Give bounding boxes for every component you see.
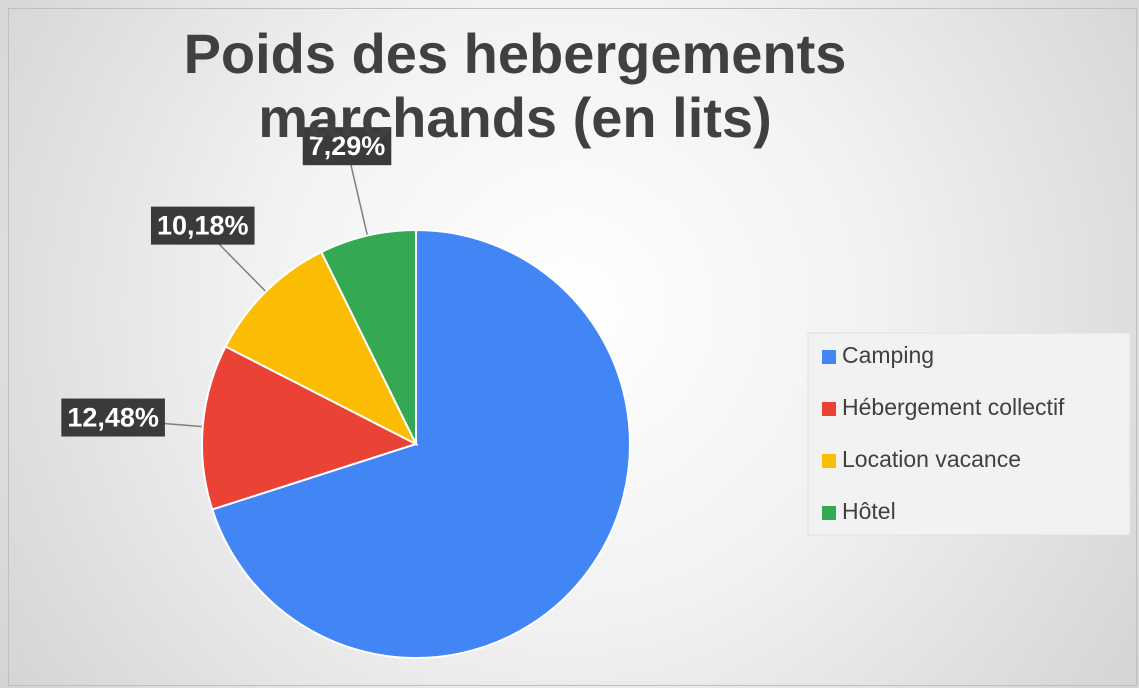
chart-border — [8, 8, 1137, 686]
data-label-box — [302, 127, 392, 166]
legend-box — [807, 332, 1131, 536]
legend-label: Hébergement collectif — [842, 394, 1065, 420]
chart-title: Poids des hebergements marchands (en lit… — [183, 22, 847, 149]
data-label-text: 7,29% — [309, 131, 386, 161]
pie-slice — [201, 345, 419, 511]
data-label: 12,48% — [61, 398, 165, 437]
legend-label: Location vacance — [842, 446, 1021, 472]
pie-slice — [211, 228, 631, 659]
legend: Camping Hébergement collectif Location vac… — [807, 332, 1131, 536]
legend-swatch — [822, 402, 836, 416]
legend-label: Camping — [842, 342, 934, 368]
data-label-box — [150, 206, 255, 245]
legend-swatch — [822, 350, 836, 364]
legend-label: Hôtel — [842, 498, 896, 524]
data-label: 10,18% — [150, 206, 255, 245]
pie-slice — [224, 250, 419, 447]
data-label-text: 12,48% — [67, 403, 159, 433]
data-label: 7,29% — [302, 127, 392, 166]
data-label-box — [61, 398, 165, 437]
pie-slice — [320, 228, 417, 445]
legend-swatch — [822, 454, 836, 468]
legend-swatch — [822, 506, 836, 520]
data-label-text: 10,18% — [157, 211, 249, 241]
